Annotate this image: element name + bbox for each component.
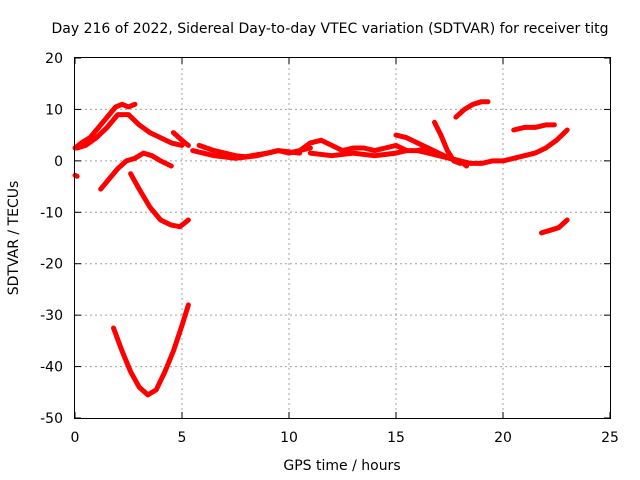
x-tick-label: 15 — [387, 430, 405, 446]
y-tick-label: -20 — [40, 257, 63, 273]
series-arc-1 — [72, 101, 138, 151]
x-tick-label: 10 — [280, 430, 298, 446]
series-arc-5 — [98, 150, 174, 192]
grid-layer — [75, 58, 610, 418]
x-tick-label: 25 — [601, 430, 619, 446]
series-arc-16 — [511, 122, 557, 133]
x-tick-label: 5 — [178, 430, 187, 446]
series-layer — [72, 99, 570, 398]
y-tick-label: -30 — [40, 308, 63, 324]
plot-frame — [74, 57, 611, 419]
series-arc-2 — [74, 112, 185, 151]
x-axis-label: GPS time / hours — [283, 458, 400, 474]
y-tick-label: 0 — [54, 154, 63, 170]
series-arc-17 — [539, 217, 570, 236]
chart-title: Day 216 of 2022, Sidereal Day-to-day VTE… — [52, 21, 609, 37]
series-arc-14 — [414, 148, 470, 169]
y-tick-label: -10 — [40, 205, 63, 221]
series-arc-10 — [297, 137, 431, 154]
tick-layer — [74, 57, 611, 419]
y-tick-label: -50 — [40, 411, 63, 427]
series-arc-12 — [393, 127, 570, 166]
series-arc-7 — [111, 302, 191, 398]
x-tick-label: 20 — [494, 430, 512, 446]
series-arc-6 — [128, 171, 191, 230]
series-arc-9 — [190, 148, 303, 161]
y-tick-label: -40 — [40, 360, 63, 376]
y-tick-label: 10 — [45, 102, 63, 118]
series-arc-4 — [72, 172, 80, 179]
series-arc-11 — [307, 148, 410, 159]
series-arc-3 — [170, 130, 191, 148]
series-arc-15 — [453, 99, 491, 120]
x-tick-label: 0 — [71, 430, 80, 446]
y-axis-label: SDTVAR / TECUs — [6, 181, 22, 296]
y-tick-labels: 20 10 0 -10 -20 -30 -40 -50 — [40, 51, 63, 427]
x-tick-labels: 0 5 10 15 20 25 — [71, 430, 619, 446]
y-tick-label: 20 — [45, 51, 63, 67]
